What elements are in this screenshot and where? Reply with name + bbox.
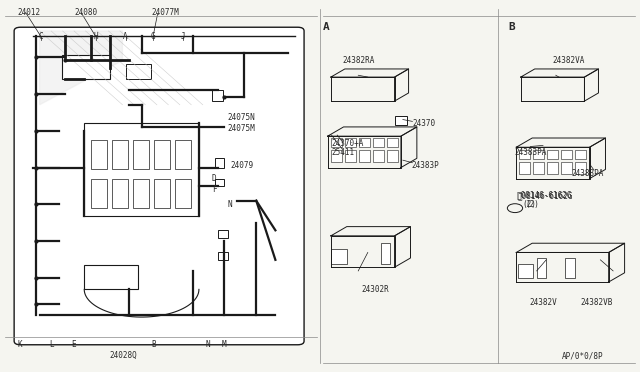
- Bar: [533, 162, 544, 174]
- Bar: [212, 90, 223, 101]
- Text: 24383PA: 24383PA: [572, 169, 604, 177]
- Text: D: D: [212, 174, 216, 183]
- Bar: [547, 150, 558, 160]
- Bar: [218, 230, 228, 238]
- Bar: [561, 150, 572, 160]
- Text: 24080: 24080: [75, 8, 98, 17]
- Bar: [91, 140, 106, 169]
- Text: 24370+A: 24370+A: [332, 139, 364, 148]
- Text: 25411: 25411: [332, 148, 355, 157]
- Text: L: L: [49, 340, 54, 349]
- Polygon shape: [40, 31, 122, 105]
- Text: B: B: [508, 22, 515, 32]
- Text: J: J: [180, 32, 186, 41]
- Text: B: B: [151, 340, 156, 349]
- Bar: [395, 116, 406, 125]
- Text: A: A: [124, 32, 128, 41]
- Bar: [533, 150, 544, 160]
- Bar: [359, 150, 371, 162]
- Text: 24382V: 24382V: [529, 298, 557, 307]
- Text: 24383PA: 24383PA: [515, 148, 547, 157]
- Text: M: M: [221, 340, 226, 349]
- Bar: [154, 140, 170, 169]
- FancyBboxPatch shape: [14, 27, 304, 345]
- Text: Ⓑ08146-6162G: Ⓑ08146-6162G: [518, 192, 573, 201]
- Text: K: K: [17, 340, 22, 349]
- Text: (2): (2): [523, 200, 536, 209]
- Text: 24302R: 24302R: [362, 285, 389, 294]
- Text: N: N: [228, 200, 232, 209]
- Text: 24382VA: 24382VA: [552, 56, 585, 65]
- Bar: [518, 263, 534, 278]
- Bar: [575, 162, 586, 174]
- Bar: [62, 55, 109, 79]
- Text: 24012: 24012: [17, 8, 40, 17]
- Text: 24370: 24370: [412, 119, 436, 128]
- Bar: [175, 179, 191, 208]
- Text: 24028Q: 24028Q: [109, 351, 138, 360]
- Bar: [175, 140, 191, 169]
- Text: 24383P: 24383P: [411, 161, 439, 170]
- Bar: [345, 138, 356, 147]
- Bar: [331, 138, 342, 147]
- Bar: [331, 150, 342, 162]
- Bar: [359, 138, 371, 147]
- Bar: [547, 162, 558, 174]
- Bar: [575, 150, 586, 160]
- Bar: [537, 258, 546, 278]
- Bar: [218, 253, 228, 260]
- Text: 24075N: 24075N: [228, 113, 255, 122]
- Bar: [132, 179, 148, 208]
- Bar: [111, 140, 127, 169]
- Text: C: C: [38, 32, 44, 41]
- Bar: [84, 265, 138, 289]
- Bar: [381, 243, 390, 263]
- Text: G: G: [151, 32, 156, 41]
- Text: E: E: [72, 340, 76, 349]
- Text: 24382RA: 24382RA: [342, 56, 374, 65]
- Text: 24077M: 24077M: [151, 8, 179, 17]
- Bar: [373, 138, 385, 147]
- Bar: [125, 64, 151, 79]
- Bar: [345, 150, 356, 162]
- Bar: [331, 249, 347, 263]
- Bar: [91, 179, 106, 208]
- Text: A: A: [323, 22, 330, 32]
- Text: N: N: [205, 340, 210, 349]
- Bar: [565, 258, 575, 278]
- Bar: [373, 150, 385, 162]
- Bar: [519, 162, 531, 174]
- Bar: [387, 150, 398, 162]
- Bar: [84, 123, 199, 215]
- Bar: [215, 158, 225, 167]
- Bar: [215, 179, 225, 186]
- Bar: [561, 162, 572, 174]
- Text: H: H: [93, 32, 98, 41]
- Bar: [519, 150, 531, 160]
- Text: 24075M: 24075M: [228, 124, 255, 133]
- Bar: [154, 179, 170, 208]
- Text: F: F: [212, 185, 216, 194]
- Bar: [132, 140, 148, 169]
- Bar: [387, 138, 398, 147]
- Text: 24382VB: 24382VB: [580, 298, 612, 307]
- Text: AP/0*0/8P: AP/0*0/8P: [562, 351, 604, 360]
- Text: 24079: 24079: [231, 161, 254, 170]
- Text: Ⓑ08146-6162G: Ⓑ08146-6162G: [516, 191, 572, 200]
- Text: (2): (2): [525, 201, 539, 209]
- Bar: [111, 179, 127, 208]
